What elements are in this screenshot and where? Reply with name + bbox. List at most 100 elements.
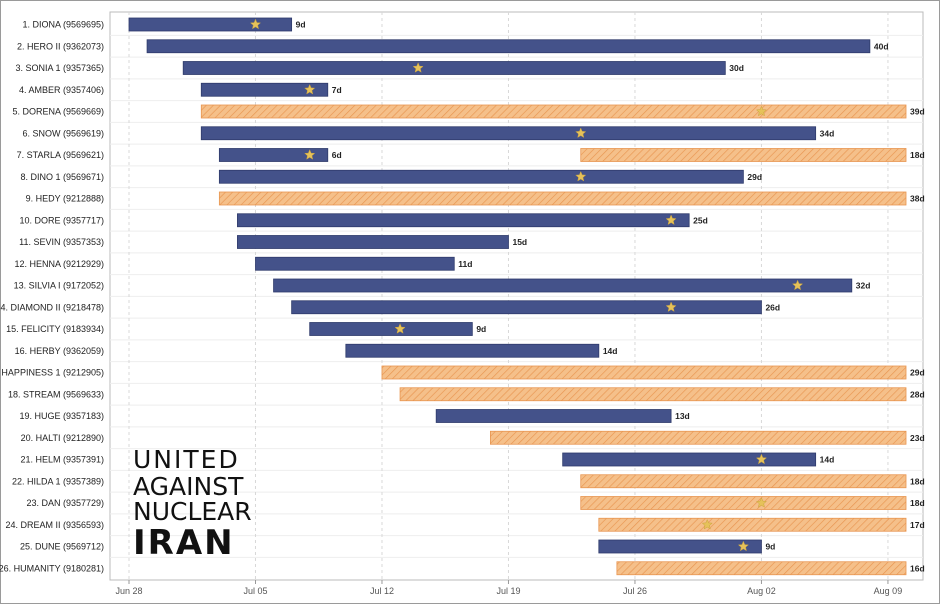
row-label: 13. SILVIA I (9172052) xyxy=(14,281,104,291)
duration-label: 40d xyxy=(874,41,889,51)
solid-bar xyxy=(200,82,329,97)
row-label: 18. STREAM (9569633) xyxy=(8,389,104,399)
solid-bar xyxy=(291,300,762,315)
star-marker xyxy=(737,540,749,552)
duration-label: 32d xyxy=(856,281,871,291)
x-tick-label: Jul 05 xyxy=(243,586,267,596)
duration-label: 15d xyxy=(512,237,527,247)
hatched-bar xyxy=(580,496,907,510)
row-label: 6. SNOW (9569619) xyxy=(22,128,104,138)
duration-label: 39d xyxy=(910,107,925,117)
duration-label: 28d xyxy=(910,389,925,399)
duration-label: 6d xyxy=(332,150,342,160)
row-label: 23. DAN (9357729) xyxy=(26,498,104,508)
hatched-bar xyxy=(381,365,907,380)
row-label: 15. FELICITY (9183934) xyxy=(6,324,104,334)
solid-bar xyxy=(237,213,690,228)
solid-bar xyxy=(345,343,600,358)
hatched-bar xyxy=(580,474,907,489)
solid-bar xyxy=(218,148,329,162)
duration-label: 34d xyxy=(820,128,835,138)
star-marker xyxy=(665,214,677,225)
star-marker xyxy=(575,127,587,138)
row-label: 20. HALTI (9212890) xyxy=(21,433,104,443)
duration-label: 13d xyxy=(675,411,690,421)
x-tick-label: Jun 28 xyxy=(115,586,142,596)
x-axis: Jun 28 Jul 05 Jul 12 Jul 19 Jul 26 Aug 02 Aug … xyxy=(115,580,902,596)
x-tick-label: Jul 26 xyxy=(623,586,647,596)
solid-bar xyxy=(273,278,853,293)
star-marker xyxy=(665,301,677,312)
duration-label: 30d xyxy=(729,63,744,73)
row-label: 12. HENNA (9212929) xyxy=(14,259,104,269)
star-marker xyxy=(304,83,316,95)
duration-label: 26d xyxy=(765,302,780,312)
solid-bar xyxy=(435,409,672,423)
duration-label: 7d xyxy=(332,85,342,95)
hatched-bar xyxy=(399,387,907,402)
solid-bar xyxy=(128,17,293,32)
row-label: 5. DORENA (9569669) xyxy=(12,107,104,117)
row-labels: 1. DIONA (9569695) 2. HERO II (9362073) 3.… xyxy=(0,20,104,574)
row-label: 10. DORE (9357717) xyxy=(19,215,104,225)
hatched-bar xyxy=(218,191,907,206)
solid-bar xyxy=(309,322,473,336)
hatched-bar xyxy=(616,561,907,576)
row-label: 14. DIAMOND II (9218478) xyxy=(0,302,104,312)
row-label: 25. DUNE (9569712) xyxy=(20,542,104,552)
x-tick-label: Aug 09 xyxy=(874,586,903,596)
solid-bar xyxy=(562,452,817,467)
solid-bar xyxy=(237,235,509,249)
duration-label: 29d xyxy=(910,368,925,378)
x-tick-label: Jul 12 xyxy=(370,586,394,596)
row-label: 22. HILDA 1 (9357389) xyxy=(12,476,104,486)
star-marker xyxy=(249,18,262,30)
solid-bar xyxy=(598,539,762,554)
duration-label: 18d xyxy=(910,498,925,508)
duration-label: 9d xyxy=(765,542,775,552)
star-marker xyxy=(394,323,406,334)
star-marker xyxy=(701,518,713,530)
row-label: 19. HUGE (9357183) xyxy=(19,411,104,421)
duration-label: 23d xyxy=(910,433,925,443)
duration-label: 25d xyxy=(693,215,708,225)
duration-label: 9d xyxy=(476,324,486,334)
logo-line-4: IRAN xyxy=(133,523,235,563)
hatched-bar xyxy=(580,148,907,162)
row-label: 4. AMBER (9357406) xyxy=(19,85,104,95)
star-marker xyxy=(304,149,316,160)
duration-label: 14d xyxy=(603,346,618,356)
row-label: 24. DREAM II (9356593) xyxy=(5,520,104,530)
star-marker xyxy=(412,62,424,73)
logo-line-2: AGAINST xyxy=(133,472,244,501)
hatched-bar xyxy=(489,430,907,445)
duration-label: 38d xyxy=(910,194,925,204)
solid-bar xyxy=(255,256,455,271)
row-label: 26. HUMANITY (9180281) xyxy=(0,563,104,573)
row-label: 16. HERBY (9362059) xyxy=(15,346,104,356)
duration-label: 9d xyxy=(296,20,306,30)
hatched-bar xyxy=(598,517,907,532)
star-marker xyxy=(575,170,587,182)
solid-bar xyxy=(218,169,744,184)
x-tick-label: Aug 02 xyxy=(747,586,776,596)
row-label: 17. HAPPINESS 1 (9212905) xyxy=(0,368,104,378)
row-label: 11. SEVIN (9357353) xyxy=(19,237,104,247)
duration-label: 17d xyxy=(910,520,925,530)
star-marker xyxy=(755,105,768,117)
row-label: 1. DIONA (9569695) xyxy=(22,20,104,30)
duration-label: 29d xyxy=(747,172,762,182)
duration-label: 18d xyxy=(910,150,925,160)
row-label: 21. HELM (9357391) xyxy=(20,455,104,465)
duration-label: 14d xyxy=(820,455,835,465)
duration-label: 16d xyxy=(910,563,925,573)
star-marker xyxy=(792,279,804,291)
solid-bar xyxy=(182,61,726,75)
solid-bar xyxy=(146,39,871,54)
row-label: 3. SONIA 1 (9357365) xyxy=(15,63,104,73)
logo-line-1: UNITED xyxy=(133,445,240,474)
grid xyxy=(110,12,923,580)
uani-logo: UNITED AGAINST NUCLEAR IRAN xyxy=(133,447,255,560)
row-label: 8. DINO 1 (9569671) xyxy=(20,172,104,182)
